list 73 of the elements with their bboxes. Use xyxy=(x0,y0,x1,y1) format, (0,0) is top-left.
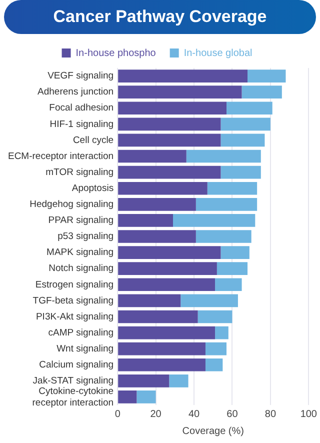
bar xyxy=(118,166,221,179)
bar xyxy=(215,326,228,340)
x-tick-label: 60 xyxy=(226,408,238,420)
y-tick-label: HIF-1 signaling xyxy=(50,118,114,130)
bar xyxy=(216,262,248,276)
bar xyxy=(118,374,170,388)
bar xyxy=(118,198,196,211)
bar xyxy=(118,86,242,98)
bar xyxy=(215,278,242,292)
bar xyxy=(118,310,198,324)
bar xyxy=(242,86,282,98)
bar xyxy=(118,358,206,372)
x-tick-label: 0 xyxy=(114,408,121,420)
bar xyxy=(196,230,252,243)
bar xyxy=(118,342,206,356)
bar xyxy=(186,150,261,163)
bar xyxy=(118,390,137,404)
x-tick-label: 40 xyxy=(188,408,200,420)
y-tick-label: Cell cycle xyxy=(72,134,114,146)
y-tick-label: Jak-STAT signaling xyxy=(32,376,114,387)
bar xyxy=(118,278,216,292)
x-tick-label: 80 xyxy=(264,408,276,420)
bar xyxy=(118,230,196,243)
bar xyxy=(205,342,226,356)
x-tick-label: 100 xyxy=(300,408,318,420)
bar xyxy=(118,262,217,276)
bar xyxy=(207,182,258,195)
bar xyxy=(118,326,216,340)
y-tick-label: Focal adhesion xyxy=(49,102,114,114)
y-tick-label: Hedgehog signaling xyxy=(30,199,114,210)
bar xyxy=(173,214,256,227)
bar xyxy=(118,102,226,115)
bar xyxy=(169,374,188,388)
bar xyxy=(118,214,174,227)
bar xyxy=(118,150,186,163)
y-tick-label: Calcium signaling xyxy=(39,360,114,371)
y-tick-label: Wnt signaling xyxy=(56,343,114,354)
bar xyxy=(248,70,286,82)
y-tick-label: p53 signaling xyxy=(58,231,114,242)
y-tick-label: Notch signaling xyxy=(48,263,114,274)
y-tick-label: Estrogen signaling xyxy=(35,279,114,290)
bar xyxy=(118,70,248,82)
x-tick-label: 20 xyxy=(150,408,162,420)
y-tick-label: Adherens junction xyxy=(38,86,114,98)
chart-title: Cancer Pathway Coverage xyxy=(4,0,316,34)
bar xyxy=(220,118,270,131)
bar xyxy=(180,294,238,308)
y-tick-label: MAPK signaling xyxy=(46,247,114,258)
y-tick-label: Cytokine-cytokine receptor interaction xyxy=(32,386,114,408)
bar xyxy=(198,310,232,324)
y-tick-label: mTOR signaling xyxy=(46,166,114,178)
legend-label: In-house global xyxy=(184,48,252,59)
bar xyxy=(205,358,223,372)
bar xyxy=(136,390,156,404)
bar xyxy=(118,118,221,131)
y-tick-label: PI3K-Akt signaling xyxy=(36,311,114,322)
y-tick-label: ECM-receptor interaction xyxy=(8,150,114,162)
y-tick-label: VEGF signaling xyxy=(48,70,114,82)
bar xyxy=(118,246,221,259)
y-tick-label: Apoptosis xyxy=(72,182,114,194)
bar xyxy=(118,134,221,147)
y-tick-label: TGF-beta signaling xyxy=(32,295,114,306)
x-axis-title: Coverage (%) xyxy=(182,426,244,437)
bar xyxy=(220,246,250,259)
legend-label: In-house phospho xyxy=(76,48,156,59)
y-tick-label: PPAR signaling xyxy=(48,215,114,226)
bar xyxy=(118,294,181,308)
bar xyxy=(196,198,258,211)
bar xyxy=(220,134,265,147)
bar xyxy=(220,166,261,179)
bar xyxy=(118,182,208,195)
y-tick-label: cAMP signaling xyxy=(48,327,114,338)
bar xyxy=(226,102,272,115)
